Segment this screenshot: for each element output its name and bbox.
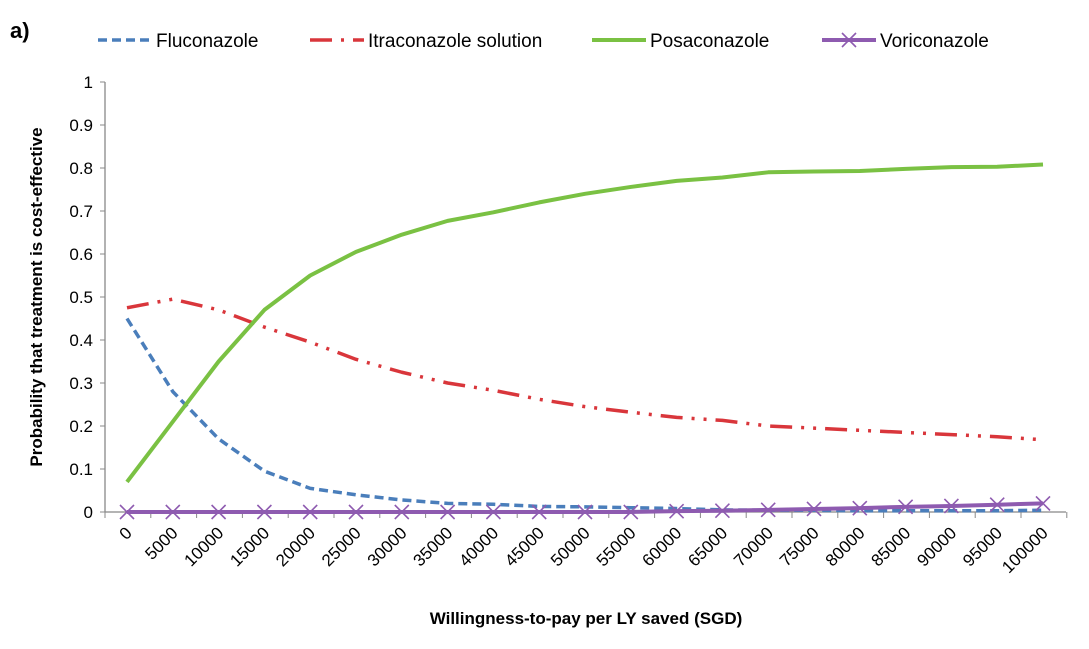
y-tick-label: 0.7 [69,202,93,221]
legend-marker [841,32,857,48]
x-tick-label: 10000 [181,523,228,570]
x-tick-label: 85000 [868,523,915,570]
data-point-marker [531,504,547,520]
x-tick-label: 0 [116,523,136,543]
x-tick-label: 80000 [822,523,869,570]
x-tick-label: 40000 [455,523,502,570]
x-tick-label: 35000 [410,523,457,570]
y-tick-label: 1 [84,73,93,92]
data-point-marker [852,500,868,516]
series-itraconazole-solution [126,297,1044,442]
data-point-marker [211,504,227,520]
series-line [125,162,1044,484]
x-tick-label: 30000 [364,523,411,570]
data-point-marker [485,504,501,520]
legend: Fluconazole Itraconazole solution Posacona… [98,31,989,52]
data-point-marker [714,503,730,519]
data-point-marker [760,502,776,518]
x-tick-label: 90000 [913,523,960,570]
y-tick-label: 0.4 [69,331,93,350]
series-fluconazole [125,317,1044,513]
y-tick-label: 0.8 [69,159,93,178]
data-point-marker [348,504,364,520]
x-tick-label: 20000 [272,523,319,570]
x-tick-label: 45000 [501,523,548,570]
data-point-marker [898,499,914,515]
data-point-marker [577,504,593,520]
data-point-marker [440,504,456,520]
x-tick-label: 65000 [684,523,731,570]
x-tick-label: 70000 [730,523,777,570]
data-point-marker [119,504,135,520]
panel-label: a) [10,18,30,43]
y-tick-label: 0.9 [69,116,93,135]
legend-label: Fluconazole [156,31,258,52]
x-tick-label: 5000 [141,523,181,563]
y-tick-label: 0.3 [69,374,93,393]
y-tick-label: 0.6 [69,245,93,264]
y-tick-label: 0.5 [69,288,93,307]
x-tick-label: 50000 [547,523,594,570]
x-tick-label: 100000 [998,523,1052,577]
data-point-marker [943,498,959,514]
data-point-marker [302,504,318,520]
y-tick-label: 0.2 [69,417,93,436]
series-line [125,317,1044,513]
data-point-marker [989,497,1005,513]
x-tick-label: 15000 [226,523,273,570]
data-point-marker [623,504,639,520]
data-point-marker [256,504,272,520]
data-point-marker [669,503,685,519]
x-axis-title: Willingness-to-pay per LY saved (SGD) [430,609,743,628]
y-tick-label: 0.1 [69,460,93,479]
x-tick-label: 25000 [318,523,365,570]
legend-label: Itraconazole solution [368,31,542,52]
x-tick-label: 75000 [776,523,823,570]
y-tick-label: 0 [84,503,93,522]
series-voriconazole [119,495,1051,520]
data-point-marker [806,501,822,517]
y-axis-title: Probability that treatment is cost-effec… [27,127,46,466]
series-posaconazole [125,162,1044,484]
data-point-marker [165,504,181,520]
series-line [126,297,1044,442]
x-tick-label: 60000 [639,523,686,570]
x-tick-label: 55000 [593,523,640,570]
axes: 00.10.20.30.40.50.60.70.80.910 5000100001… [69,73,1068,577]
data-point-marker [394,504,410,520]
legend-label: Posaconazole [650,31,769,52]
legend-label: Voriconazole [880,31,989,52]
series-group [119,162,1051,520]
data-point-marker [1035,495,1051,511]
